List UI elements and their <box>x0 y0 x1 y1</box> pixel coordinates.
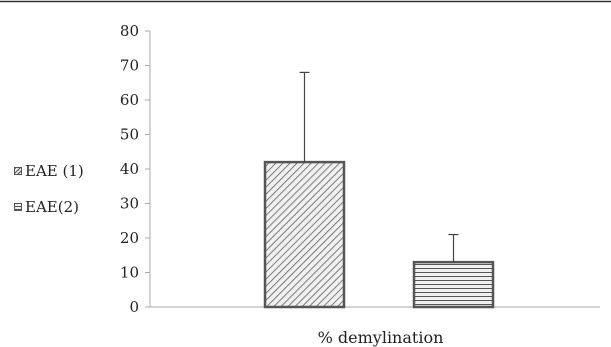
legend: EAE (1) EAE(2) <box>14 162 84 234</box>
y-tick-label: 80 <box>120 22 139 40</box>
legend-item-eae1: EAE (1) <box>14 161 84 180</box>
diagonal-hatch-swatch-icon <box>14 166 22 175</box>
y-tick-label: 0 <box>129 298 139 316</box>
y-tick-label: 70 <box>120 57 139 75</box>
y-tick-label: 20 <box>120 229 139 247</box>
y-tick-label: 60 <box>120 91 139 109</box>
y-tick-label: 40 <box>120 160 139 178</box>
y-tick-label: 50 <box>120 126 139 144</box>
horizontal-hatch-swatch-icon <box>14 202 22 211</box>
x-axis-label: % demylination <box>317 328 444 347</box>
legend-item-eae2: EAE(2) <box>14 197 84 216</box>
legend-label-eae1: EAE (1) <box>25 161 84 180</box>
y-tick-label: 30 <box>120 195 139 213</box>
bar-2 <box>412 260 495 309</box>
legend-label-eae2: EAE(2) <box>25 197 79 216</box>
y-tick-label: 10 <box>120 264 139 282</box>
bar-1 <box>263 160 346 309</box>
